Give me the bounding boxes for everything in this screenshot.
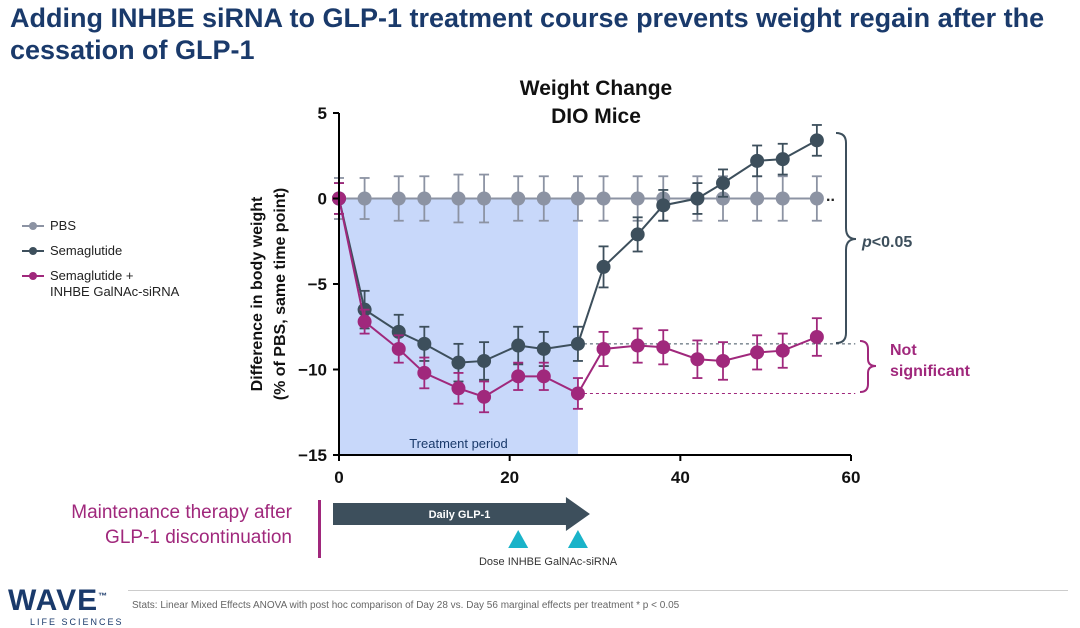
not-significant-line2: significant (890, 363, 971, 380)
logo-subtitle: LIFE SCIENCES (30, 617, 124, 627)
daily-glp1-arrow (333, 497, 590, 531)
data-point-pbs (451, 191, 466, 206)
dose-marker (508, 530, 529, 548)
data-point-combo (451, 381, 466, 396)
legend-item-semaglutide: Semaglutide (22, 243, 179, 259)
maintenance-label: Maintenance therapy after GLP-1 disconti… (71, 502, 292, 548)
data-point-pbs (809, 191, 824, 206)
data-point-pbs (716, 191, 730, 206)
data-point-pbs (596, 191, 611, 206)
daily-glp1-label: Daily GLP-1 (429, 509, 491, 521)
data-point-semaglutide (809, 133, 824, 148)
data-point-combo (391, 341, 406, 356)
data-point-semaglutide (511, 338, 526, 353)
data-point-pbs (417, 191, 432, 206)
data-point-combo (417, 365, 432, 380)
dosing-schedule: Daily GLP-1 Dose INHBE GalNAc-siRNA (333, 497, 618, 568)
data-point-pbs (357, 191, 372, 206)
legend-label-combo: Semaglutide + INHBE GalNAc-siRNA (50, 268, 180, 299)
dose-marker (567, 530, 588, 548)
data-point-combo (570, 386, 585, 401)
y-tick-label: −15 (298, 446, 327, 465)
maintenance-bar (318, 500, 321, 558)
data-point-combo (716, 353, 730, 368)
data-point-combo (656, 340, 671, 355)
chart-legend: PBS Semaglutide Semaglutide + INHBE GalN… (22, 218, 179, 309)
y-tick-label: 5 (318, 104, 327, 123)
y-axis-label-line2: (% of PBS, same time point) (272, 188, 289, 400)
data-point-semaglutide (477, 353, 492, 368)
legend-swatch-semaglutide (22, 246, 44, 256)
x-tick-label: 20 (500, 468, 519, 487)
x-tick-label: 40 (671, 468, 690, 487)
not-significant-line1: Not (890, 342, 917, 359)
treatment-period-label: Treatment period (409, 436, 508, 451)
chart-title-line2: DIO Mice (551, 105, 641, 128)
data-point-semaglutide (656, 198, 671, 213)
legend-label-semaglutide: Semaglutide (50, 243, 123, 258)
weight-change-chart: Treatment period 5 0 −5 −10 −15 0 20 40 60 Weigh… (249, 77, 971, 568)
data-point-semaglutide (690, 191, 705, 206)
series-combo (332, 182, 824, 414)
data-point-semaglutide (451, 355, 466, 370)
data-point-pbs (511, 191, 526, 206)
treatment-period-shade (339, 198, 578, 455)
reference-lines (577, 343, 856, 394)
data-point-combo (750, 345, 765, 360)
data-point-pbs (630, 191, 645, 206)
significance-p: p (861, 234, 872, 251)
page-title: Adding INHBE siRNA to GLP-1 treatment co… (10, 3, 1045, 65)
significance-value: <0.05 (872, 234, 913, 251)
data-point-semaglutide (417, 336, 432, 351)
y-axis-label-line1: Difference in body weight (249, 196, 266, 391)
y-tick-label: −10 (298, 361, 327, 380)
data-point-semaglutide (750, 153, 765, 168)
y-tick-label: −5 (308, 275, 327, 294)
data-point-pbs (750, 191, 765, 206)
significance-brace (835, 132, 857, 344)
data-point-combo (809, 330, 824, 345)
legend-label-pbs: PBS (50, 218, 77, 233)
footer-stats: Stats: Linear Mixed Effects ANOVA with p… (132, 600, 680, 611)
data-point-semaglutide (775, 152, 790, 167)
data-point-pbs (536, 191, 551, 206)
data-point-combo (690, 352, 705, 367)
data-point-combo (477, 389, 492, 404)
data-point-combo (596, 341, 611, 356)
data-point-semaglutide (570, 336, 585, 351)
legend-item-pbs: PBS (22, 218, 179, 234)
company-logo: WAVE™ LIFE SCIENCES (8, 580, 124, 628)
data-point-pbs (570, 191, 585, 206)
legend-swatch-combo (22, 271, 44, 281)
significance-text: p<0.05 (861, 234, 912, 251)
data-point-semaglutide (716, 176, 730, 191)
data-point-pbs (477, 191, 492, 206)
series-semaglutide (332, 124, 824, 383)
data-point-semaglutide (596, 259, 611, 274)
data-point-combo (775, 343, 790, 358)
data-point-combo (511, 369, 526, 384)
data-point-pbs (391, 191, 406, 206)
series-layer (332, 124, 824, 414)
data-point-combo (357, 314, 372, 329)
data-point-combo (536, 369, 551, 384)
axis-ticks: 5 0 −5 −10 −15 0 20 40 60 (298, 104, 860, 487)
logo-wordmark: WAVE (8, 584, 99, 617)
footer-divider (128, 590, 1068, 591)
data-point-semaglutide (536, 341, 551, 356)
y-tick-label: 0 (318, 190, 327, 209)
overflow-dots: .. (826, 188, 835, 205)
logo-tm: ™ (98, 591, 109, 601)
not-significant-brace (859, 340, 877, 393)
data-point-semaglutide (630, 227, 645, 242)
x-tick-label: 60 (842, 468, 861, 487)
legend-swatch-pbs (22, 221, 44, 231)
x-tick-label: 0 (334, 468, 343, 487)
data-point-combo (630, 338, 645, 353)
legend-item-combo: Semaglutide + INHBE GalNAc-siRNA (22, 268, 179, 300)
dose-label: Dose INHBE GalNAc-siRNA (479, 556, 618, 568)
data-point-pbs (775, 191, 790, 206)
chart-title-line1: Weight Change (520, 77, 672, 100)
